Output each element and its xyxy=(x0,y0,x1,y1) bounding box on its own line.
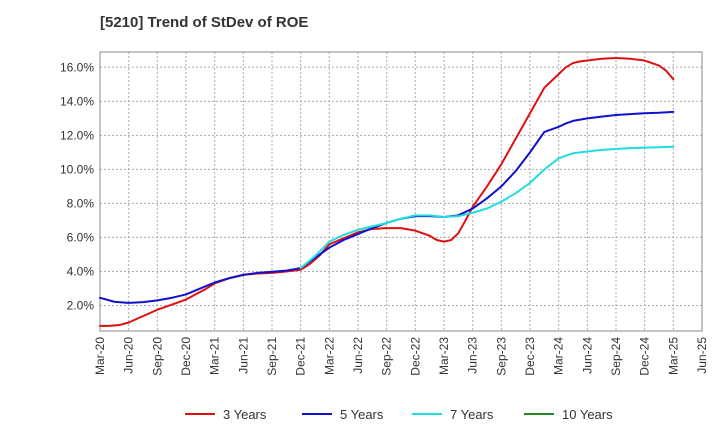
x-tick-label: Dec-21 xyxy=(294,337,308,376)
plot-area xyxy=(99,51,703,332)
x-tick-label: Dec-20 xyxy=(179,337,193,376)
series-line-3-years xyxy=(99,56,675,327)
y-tick-label: 6.0% xyxy=(67,230,95,244)
x-tick-label: Mar-25 xyxy=(666,337,680,375)
grid-lines xyxy=(99,52,703,331)
x-tick-label: Jun-21 xyxy=(236,337,250,374)
x-axis: Mar-20 Jun-20 Sep-20 Dec-20 Mar-21 Jun-21 Sep-… xyxy=(93,337,709,376)
chart-title: [5210] Trend of StDev of ROE xyxy=(100,14,309,31)
y-tick-label: 14.0% xyxy=(60,94,94,108)
x-tick-label: Jun-23 xyxy=(466,337,480,374)
legend-label-7-years: 7 Years xyxy=(450,407,494,422)
x-tick-label: Dec-23 xyxy=(523,337,537,376)
x-tick-label: Sep-20 xyxy=(150,337,164,376)
x-tick-label: Jun-24 xyxy=(580,337,594,374)
y-axis: 2.0% 4.0% 6.0% 8.0% 10.0% 12.0% 14.0% 16.0% xyxy=(60,60,94,312)
x-tick-label: Dec-22 xyxy=(408,337,422,376)
y-tick-label: 4.0% xyxy=(67,264,95,278)
x-tick-label: Jun-22 xyxy=(351,337,365,374)
x-tick-label: Mar-21 xyxy=(208,337,222,375)
legend-label-3-years: 3 Years xyxy=(223,407,267,422)
x-tick-label: Mar-22 xyxy=(322,337,336,375)
x-tick-label: Jun-25 xyxy=(695,337,709,374)
legend: 3 Years 5 Years 7 Years 10 Years xyxy=(185,407,613,422)
legend-label-5-years: 5 Years xyxy=(340,407,384,422)
x-tick-label: Mar-24 xyxy=(552,337,566,375)
y-tick-label: 16.0% xyxy=(60,60,94,74)
x-tick-label: Jun-20 xyxy=(122,337,136,374)
y-tick-label: 12.0% xyxy=(60,128,94,142)
x-tick-label: Sep-22 xyxy=(380,337,394,376)
x-tick-label: Mar-20 xyxy=(93,337,107,375)
legend-label-10-years: 10 Years xyxy=(562,407,613,422)
y-tick-label: 2.0% xyxy=(67,298,95,312)
x-tick-label: Sep-21 xyxy=(265,337,279,376)
series-line-7-years xyxy=(299,145,675,270)
x-tick-label: Dec-24 xyxy=(638,337,652,376)
y-tick-label: 8.0% xyxy=(67,196,95,210)
y-tick-label: 10.0% xyxy=(60,162,94,176)
series-layer xyxy=(99,56,675,327)
x-tick-label: Sep-23 xyxy=(494,337,508,376)
x-tick-label: Mar-23 xyxy=(437,337,451,375)
x-tick-label: Sep-24 xyxy=(609,337,623,376)
